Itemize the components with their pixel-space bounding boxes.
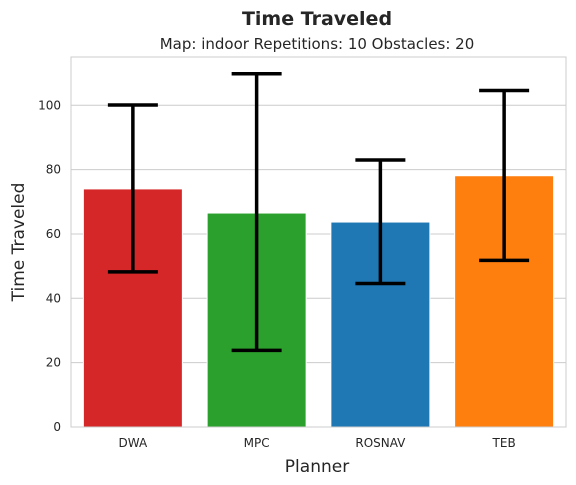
y-tick-label: 60 (46, 227, 61, 241)
error-bar-rosnav (355, 158, 406, 286)
x-axis-label: Planner (285, 457, 349, 477)
y-tick-labels: 0 20 40 60 80 100 (38, 98, 61, 434)
error-bar-dwa (107, 103, 158, 274)
plot-frame (70, 56, 567, 428)
y-tick-label: 0 (53, 420, 61, 434)
error-bar-teb (479, 88, 530, 263)
y-tick-label: 40 (46, 291, 61, 305)
y-axis-label: Time Traveled (9, 183, 29, 303)
bars (82, 175, 555, 428)
error-bar-mpc (231, 71, 282, 353)
x-tick-label: TEB (492, 436, 516, 450)
y-tick-label: 80 (46, 163, 61, 177)
y-tick-label: 100 (38, 98, 61, 112)
x-tick-label: DWA (119, 436, 148, 450)
chart-title: Time Traveled (242, 8, 392, 30)
x-tick-label: ROSNAV (355, 436, 406, 450)
error-bars (107, 71, 530, 353)
y-tick-label: 20 (46, 356, 61, 370)
x-tick-labels: DWA MPC ROSNAV TEB (119, 436, 516, 450)
chart-subtitle: Map: indoor Repetitions: 10 Obstacles: 2… (160, 35, 475, 53)
x-tick-label: MPC (244, 436, 270, 450)
